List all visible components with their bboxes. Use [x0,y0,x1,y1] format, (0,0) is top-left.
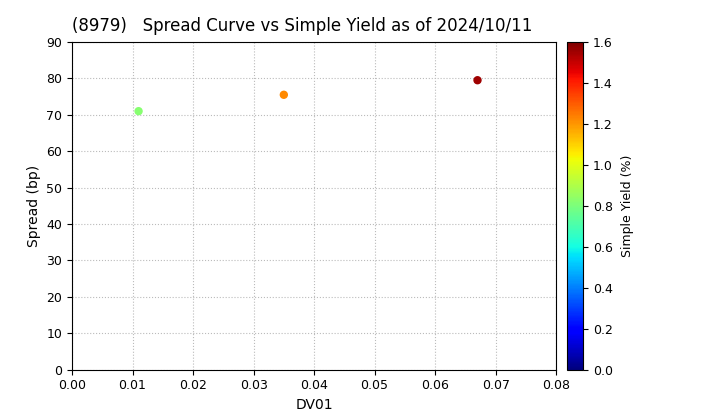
Point [278,92,289,98]
Point [472,77,483,84]
Y-axis label: Simple Yield (%): Simple Yield (%) [621,155,634,257]
Point [132,108,144,115]
X-axis label: DV01: DV01 [295,398,333,412]
Y-axis label: Spread (bp): Spread (bp) [27,165,41,247]
Text: (8979)   Spread Curve vs Simple Yield as of 2024/10/11: (8979) Spread Curve vs Simple Yield as o… [72,17,532,35]
